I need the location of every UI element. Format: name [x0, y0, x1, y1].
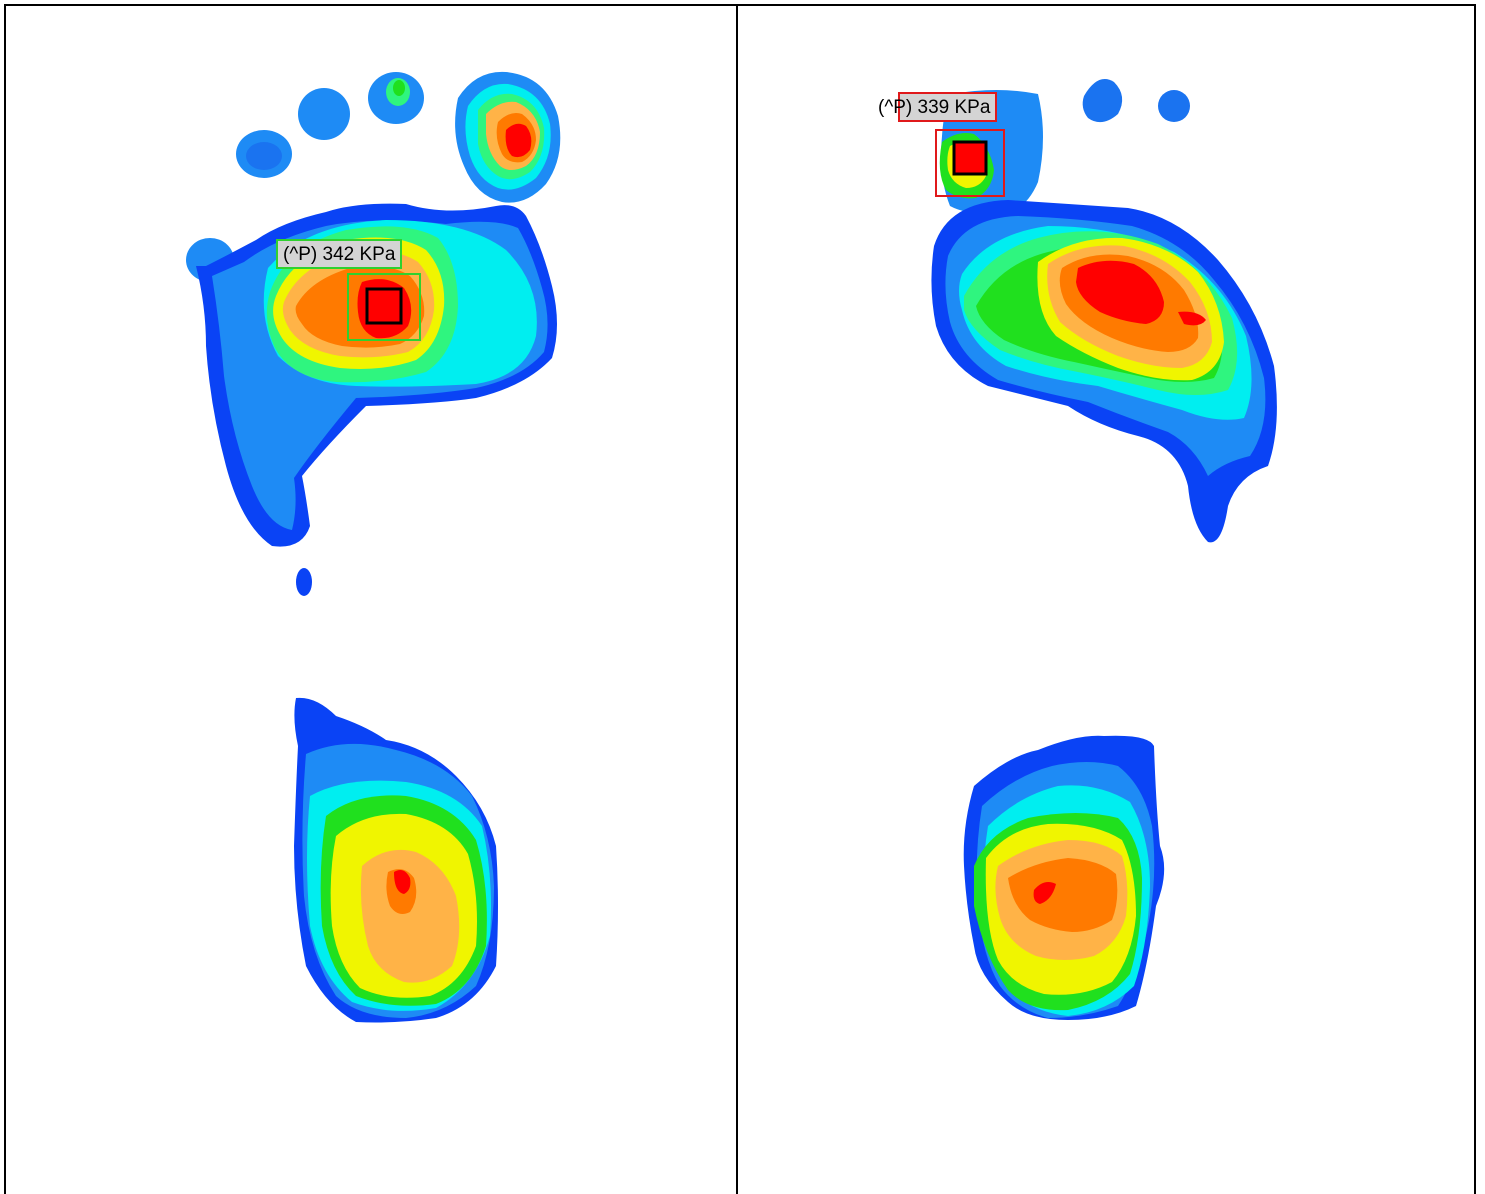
right-forefoot	[931, 90, 1277, 543]
right-toe-small-2	[1158, 90, 1190, 122]
left-foot-heatmap	[186, 71, 561, 1023]
right-foot-heatmap	[931, 79, 1277, 1020]
right-peak-region-box	[935, 129, 1005, 197]
left-peak-marker	[347, 273, 421, 341]
right-toes	[1082, 79, 1190, 123]
left-peak-cell	[365, 287, 403, 325]
right-peak-marker	[935, 129, 1005, 197]
left-foot-panel: (^P) 342 KPa	[4, 4, 738, 1194]
right-foot-panel: (^P) 339 KPa	[736, 4, 1476, 1194]
left-peak-label: (^P) 342 KPa	[276, 239, 403, 269]
left-midfoot-spot	[296, 568, 312, 596]
left-peak-region-box	[347, 273, 421, 341]
right-heel	[963, 735, 1165, 1020]
left-toes	[186, 71, 561, 282]
left-toe-small-2	[298, 88, 350, 140]
right-toe-small-1	[1082, 79, 1123, 123]
right-peak-cell	[952, 140, 988, 176]
left-heel	[294, 697, 498, 1023]
right-peak-label: (^P) 339 KPa	[878, 92, 998, 122]
